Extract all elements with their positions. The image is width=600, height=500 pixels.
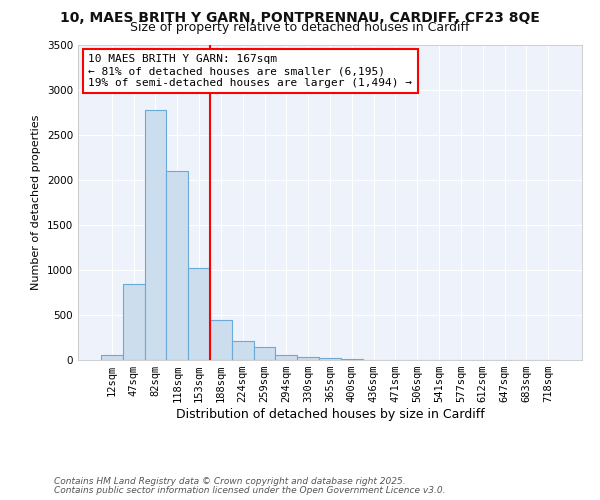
- Bar: [275, 354, 297, 360]
- X-axis label: Distribution of detached houses by size in Cardiff: Distribution of detached houses by size …: [176, 408, 484, 421]
- Bar: [166, 171, 188, 360]
- Text: Contains public sector information licensed under the Open Government Licence v3: Contains public sector information licen…: [54, 486, 445, 495]
- Text: Contains HM Land Registry data © Crown copyright and database right 2025.: Contains HM Land Registry data © Crown c…: [54, 478, 406, 486]
- Y-axis label: Number of detached properties: Number of detached properties: [31, 115, 41, 290]
- Bar: [123, 284, 145, 360]
- Text: Size of property relative to detached houses in Cardiff: Size of property relative to detached ho…: [130, 22, 470, 35]
- Bar: [319, 358, 341, 360]
- Bar: [254, 348, 275, 360]
- Bar: [145, 110, 166, 360]
- Text: 10 MAES BRITH Y GARN: 167sqm
← 81% of detached houses are smaller (6,195)
19% of: 10 MAES BRITH Y GARN: 167sqm ← 81% of de…: [88, 54, 412, 88]
- Text: 10, MAES BRITH Y GARN, PONTPRENNAU, CARDIFF, CF23 8QE: 10, MAES BRITH Y GARN, PONTPRENNAU, CARD…: [60, 11, 540, 25]
- Bar: [101, 355, 123, 360]
- Bar: [232, 341, 254, 360]
- Bar: [297, 358, 319, 360]
- Bar: [188, 268, 210, 360]
- Bar: [210, 320, 232, 360]
- Bar: [341, 359, 363, 360]
